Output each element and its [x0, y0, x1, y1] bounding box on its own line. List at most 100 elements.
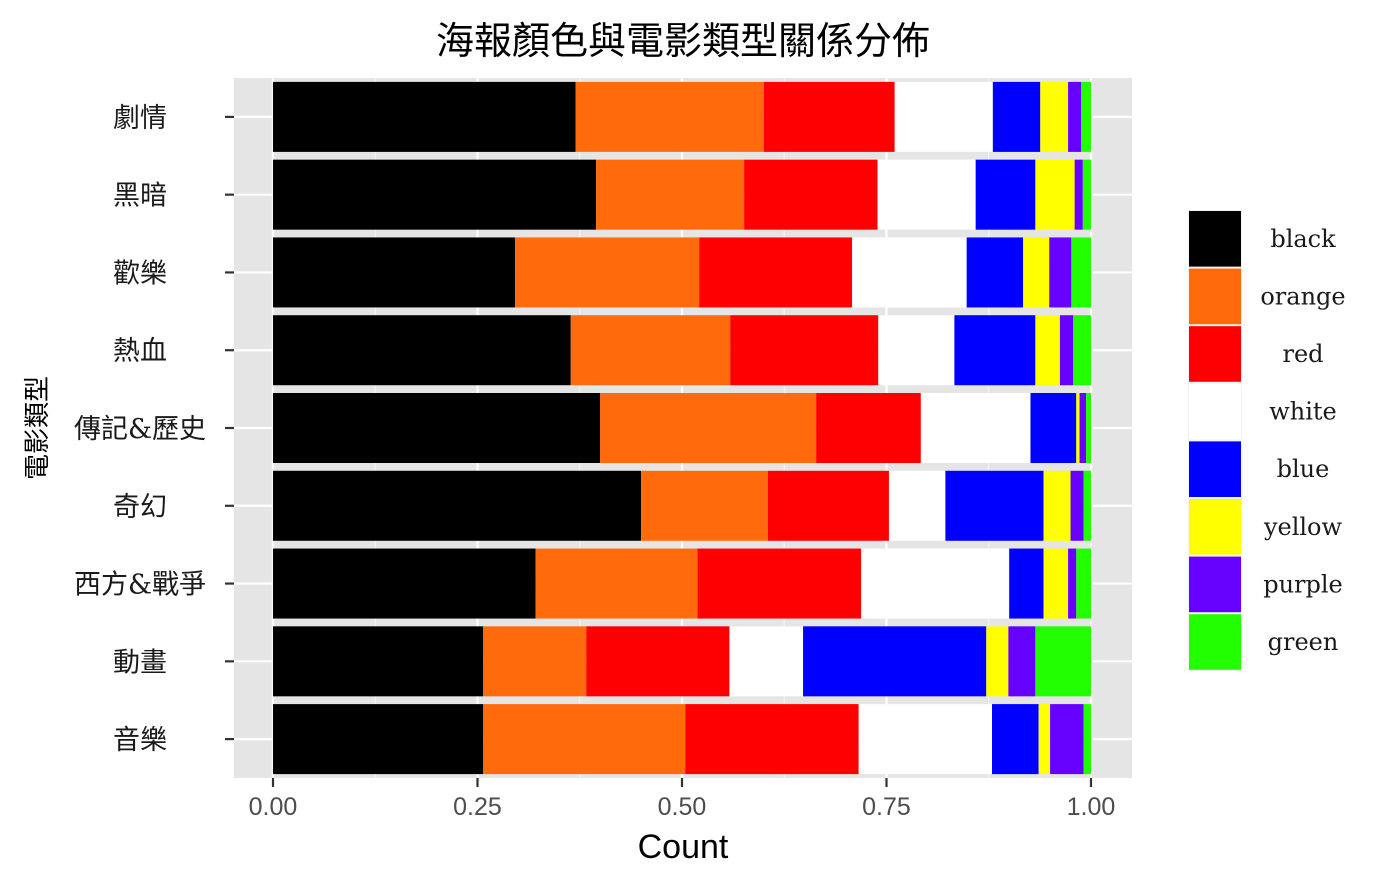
- bar-segment-blue: [945, 470, 1044, 541]
- bar-segment-black: [273, 626, 484, 697]
- x-tick-label: 1.00: [1067, 793, 1116, 821]
- bar-segment-purple: [1059, 315, 1074, 386]
- y-tick-label: 西方&戰爭: [74, 570, 206, 601]
- bar-segment-purple: [1068, 81, 1082, 152]
- legend-label: red: [1282, 340, 1323, 368]
- bar-segment-yellow: [1043, 470, 1071, 541]
- x-tick-label: 0.25: [453, 793, 502, 821]
- y-tick-label: 奇幻: [113, 492, 167, 523]
- legend-label: white: [1269, 398, 1337, 426]
- bar-segment-orange: [535, 548, 698, 619]
- bar-segment-purple: [1049, 237, 1072, 308]
- x-tick-label: 0.00: [249, 793, 298, 821]
- bar-segment-yellow: [986, 626, 1009, 697]
- bar-segment-white: [920, 393, 1031, 463]
- bar-segment-blue: [1030, 393, 1077, 463]
- legend-label: black: [1270, 225, 1336, 253]
- bar-segment-red: [744, 159, 878, 230]
- bar-segment-yellow: [1035, 159, 1075, 230]
- bar-segment-green: [1083, 470, 1091, 541]
- y-tick-label: 動畫: [113, 647, 167, 678]
- legend-key-blue: [1189, 441, 1241, 497]
- legend-key-yellow: [1189, 499, 1241, 555]
- bar-segment-white: [858, 704, 993, 775]
- bar-segment-white: [877, 159, 976, 230]
- y-tick-label: 黑暗: [113, 181, 167, 212]
- bar-segment-red: [685, 704, 859, 775]
- legend-label: orange: [1260, 282, 1345, 310]
- bar-segment-red: [586, 626, 730, 697]
- chart-title: 海報顏色與電影類型關係分佈: [436, 19, 930, 63]
- bar-segment-orange: [600, 393, 817, 463]
- bar-segment-blue: [803, 626, 987, 697]
- bar-segment-white: [878, 315, 955, 386]
- bar-segment-red: [697, 548, 862, 619]
- x-axis-title: Count: [638, 828, 729, 866]
- y-tick-label: 傳記&歷史: [74, 414, 206, 445]
- legend: black orange red white blue yellow purple green: [1188, 210, 1346, 671]
- bar-segment-black: [273, 470, 642, 541]
- bar-segment-green: [1086, 393, 1091, 463]
- legend-key-orange: [1189, 268, 1241, 325]
- legend-label: yellow: [1263, 513, 1343, 541]
- bar-segment-blue: [966, 237, 1024, 308]
- legend-label: green: [1268, 628, 1339, 656]
- legend-label: blue: [1277, 455, 1330, 483]
- bar-segment-green: [1076, 548, 1091, 619]
- bar-segment-yellow: [1043, 548, 1069, 619]
- bar-segment-purple: [1074, 159, 1083, 230]
- y-axis-title: 電影類型: [23, 376, 53, 480]
- bar-segment-white: [861, 548, 1010, 619]
- y-tick-label: 音樂: [113, 725, 167, 756]
- bar-segment-white: [894, 81, 993, 152]
- bar-segment-blue: [992, 704, 1039, 775]
- legend-key-green: [1189, 614, 1241, 670]
- bar-segment-orange: [570, 315, 731, 386]
- x-axis: 0.00 0.25 0.50 0.75 1.00: [249, 778, 1116, 821]
- bar-segment-red: [699, 237, 853, 308]
- y-tick-label: 劇情: [113, 103, 167, 134]
- legend-key-purple: [1189, 556, 1241, 613]
- bar-segment-black: [273, 704, 484, 775]
- bar-segment-yellow: [1038, 704, 1051, 775]
- x-tick-label: 0.50: [658, 793, 707, 821]
- bar-segment-purple: [1050, 704, 1084, 775]
- bars: [273, 81, 1091, 775]
- bar-segment-orange: [483, 704, 686, 775]
- bar-segment-blue: [1009, 548, 1044, 619]
- bar-segment-black: [273, 159, 597, 230]
- x-tick-label: 0.75: [862, 793, 911, 821]
- bar-segment-white: [888, 470, 946, 541]
- legend-label: purple: [1263, 570, 1343, 598]
- bar-segment-orange: [596, 159, 745, 230]
- bar-segment-black: [273, 237, 516, 308]
- bar-segment-red: [767, 470, 889, 541]
- bar-segment-yellow: [1023, 237, 1050, 308]
- bar-segment-purple: [1068, 548, 1077, 619]
- bar-segment-orange: [515, 237, 700, 308]
- bar-segment-blue: [954, 315, 1036, 386]
- bar-segment-red: [763, 81, 895, 152]
- legend-key-black: [1189, 211, 1241, 267]
- bar-segment-black: [273, 81, 576, 152]
- bar-segment-green: [1081, 81, 1091, 152]
- bar-segment-yellow: [1035, 315, 1060, 386]
- bar-segment-green: [1035, 626, 1091, 697]
- bar-segment-purple: [1070, 470, 1084, 541]
- bar-segment-red: [816, 393, 921, 463]
- legend-key-white: [1189, 383, 1241, 440]
- bar-segment-yellow: [1040, 81, 1069, 152]
- y-tick-label: 熱血: [113, 336, 167, 367]
- bar-segment-purple: [1008, 626, 1036, 697]
- bar-segment-orange: [575, 81, 764, 152]
- bar-segment-red: [730, 315, 879, 386]
- bar-segment-black: [273, 393, 601, 463]
- bar-segment-green: [1071, 237, 1091, 308]
- bar-segment-orange: [483, 626, 587, 697]
- bar-segment-blue: [975, 159, 1036, 230]
- bar-segment-black: [273, 315, 571, 386]
- bar-segment-yellow: [1076, 393, 1080, 463]
- bar-segment-orange: [641, 470, 768, 541]
- bar-segment-white: [852, 237, 967, 308]
